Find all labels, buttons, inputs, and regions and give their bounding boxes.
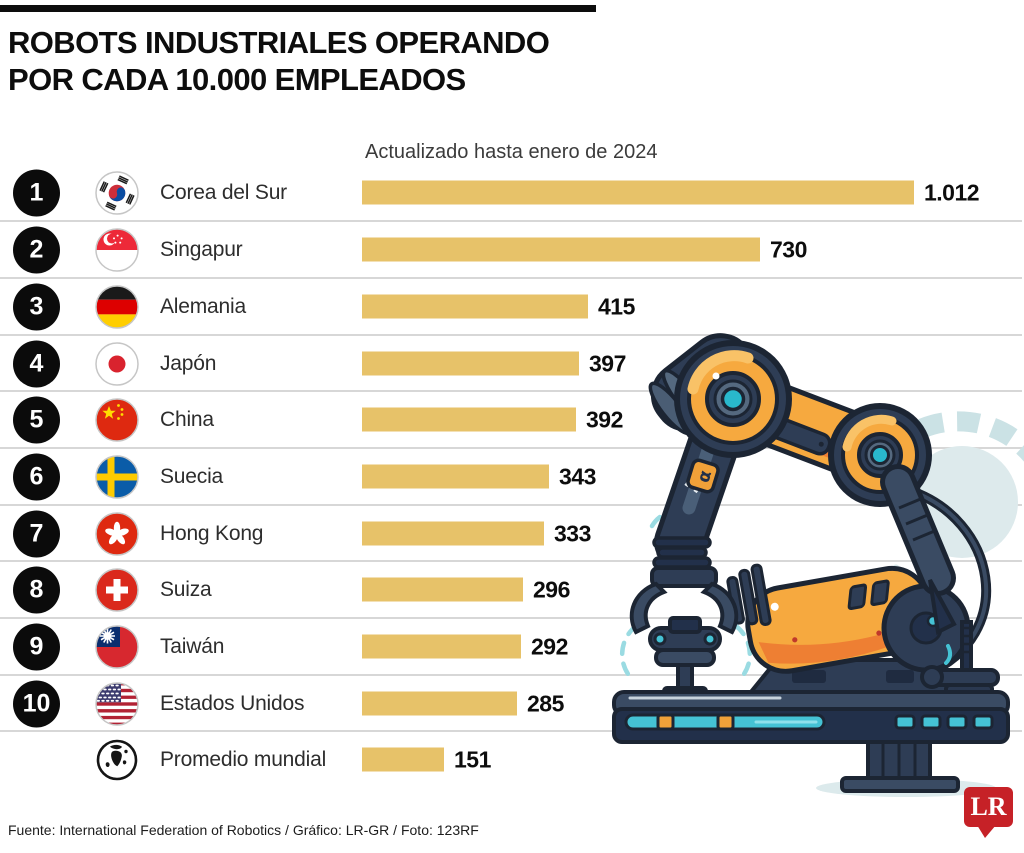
- title-line-1: ROBOTS INDUSTRIALES OPERANDO: [8, 25, 550, 60]
- table-row: 10 Estados Unidos 285: [0, 675, 1024, 732]
- country-label: Suecia: [160, 464, 224, 488]
- country-label: Singapur: [160, 237, 243, 261]
- row-divider: [0, 447, 1022, 449]
- row-divider: [0, 220, 1022, 222]
- value-label: 285: [527, 690, 564, 716]
- row-divider: [0, 390, 1022, 392]
- top-accent-bar: [0, 5, 596, 12]
- row-divider: [0, 504, 1022, 506]
- world-globe-icon: [95, 738, 139, 782]
- value-label: 292: [531, 633, 568, 659]
- flag-japan-icon: [95, 341, 139, 386]
- country-label: Japón: [160, 351, 217, 375]
- table-row: 2 Singapur 730: [0, 221, 1024, 278]
- country-label: Alemania: [160, 294, 246, 318]
- table-row: 6 Suecia 343: [0, 448, 1024, 505]
- update-note: Actualizado hasta enero de 2024: [365, 141, 658, 163]
- rank-badge: 10: [13, 680, 60, 727]
- row-divider: [0, 277, 1022, 279]
- page-title: ROBOTS INDUSTRIALES OPERANDO POR CADA 10…: [8, 24, 550, 98]
- table-row: 7 Hong Kong 333: [0, 505, 1024, 562]
- value-bar: [362, 294, 588, 319]
- table-row: 5 China 392: [0, 391, 1024, 448]
- rank-badge: 2: [13, 226, 60, 273]
- value-bar: [362, 747, 444, 772]
- value-bar: [362, 634, 521, 659]
- rank-badge: 1: [13, 169, 60, 216]
- rank-badge: 6: [13, 453, 60, 500]
- row-divider: [0, 560, 1022, 562]
- value-label: 397: [589, 350, 626, 376]
- flag-taiwan-icon: [95, 624, 139, 669]
- value-label: 1.012: [924, 179, 980, 205]
- country-label: Promedio mundial: [160, 747, 327, 771]
- value-bar: [362, 521, 544, 546]
- flag-switzerland-icon: [95, 567, 139, 612]
- country-label: China: [160, 407, 214, 431]
- value-bar: [362, 577, 523, 602]
- country-label: Estados Unidos: [160, 691, 305, 715]
- value-label: 333: [554, 520, 591, 546]
- table-row: 8 Suiza 296: [0, 561, 1024, 618]
- flag-south-korea-icon: [95, 170, 139, 215]
- value-label: 343: [559, 463, 596, 489]
- country-label: Hong Kong: [160, 521, 264, 545]
- flag-china-icon: [95, 397, 139, 442]
- table-row: 3 Alemania 415: [0, 278, 1024, 335]
- flag-hong-kong-icon: [95, 511, 139, 556]
- rank-badge: 4: [13, 340, 60, 387]
- value-bar: [362, 180, 914, 205]
- source-credit: Fuente: International Federation of Robo…: [8, 822, 479, 838]
- rank-badge: 3: [13, 283, 60, 330]
- row-divider: [0, 334, 1022, 336]
- flag-germany-icon: [95, 284, 139, 329]
- row-divider: [0, 617, 1022, 619]
- value-label: 730: [770, 236, 807, 262]
- title-line-2: POR CADA 10.000 EMPLEADOS: [8, 62, 466, 97]
- row-divider: [0, 674, 1022, 676]
- value-bar: [362, 407, 576, 432]
- value-bar: [362, 691, 517, 716]
- country-label: Suiza: [160, 577, 212, 601]
- flag-united-states-icon: [95, 681, 139, 726]
- country-label: Corea del Sur: [160, 180, 287, 204]
- table-row: 1 Corea d: [0, 164, 1024, 221]
- rank-badge: 9: [13, 623, 60, 670]
- value-label: 296: [533, 576, 570, 602]
- lr-logo: LR: [964, 787, 1013, 838]
- value-label: 151: [454, 746, 491, 772]
- table-row: Promedio mundial 151: [0, 731, 1024, 788]
- value-bar: [362, 464, 549, 489]
- country-label: Taiwán: [160, 634, 225, 658]
- value-label: 415: [598, 293, 635, 319]
- value-label: 392: [586, 406, 623, 432]
- rank-badge: 7: [13, 510, 60, 557]
- row-divider: [0, 730, 1022, 732]
- value-bar: [362, 351, 579, 376]
- value-bar: [362, 237, 760, 262]
- flag-singapore-icon: [95, 227, 139, 272]
- table-row: 4 Japón 397: [0, 335, 1024, 392]
- table-row: 9 Taiwán 292: [0, 618, 1024, 675]
- rank-badge: 8: [13, 566, 60, 613]
- flag-sweden-icon: [95, 454, 139, 499]
- rank-badge: 5: [13, 396, 60, 443]
